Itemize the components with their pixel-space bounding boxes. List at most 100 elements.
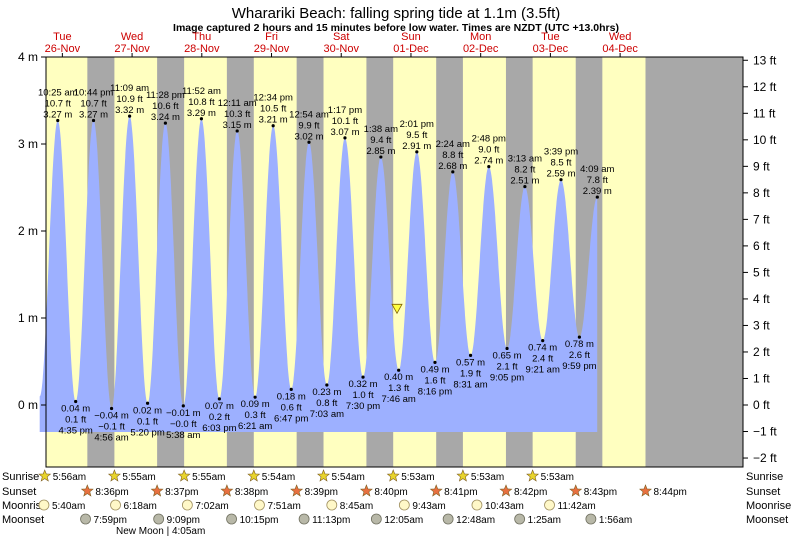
moonrise-time: 10:43am [485,501,524,512]
tide-feet: 10.6 ft [152,101,179,112]
sunset-time: 8:37pm [165,487,198,498]
tide-time: 7:03 am [310,409,344,420]
tide-time: 4:09 am [580,164,614,175]
date-label: 03-Dec [533,43,569,55]
tide-time: 8:31 am [453,379,487,390]
moonset-time: 1:56am [599,515,632,526]
sunset-icon [290,484,304,497]
left-tick-label: 2 m [18,224,38,238]
sunset-time: 8:41pm [444,487,477,498]
sunset-icon [639,484,652,497]
tide-feet: 2.4 ft [532,354,553,365]
moonrise-time: 11:42am [558,501,596,512]
right-tick-label: 5 ft [753,265,770,279]
tide-point [361,375,365,379]
current-level-marker [391,303,403,315]
tide-point [128,114,132,118]
sunrise-label-left: Sunrise [2,471,39,483]
tide-point [307,140,311,144]
tide-meters: 2.59 m [546,169,575,180]
tide-meters: 0.07 m [205,401,234,412]
moonset-label-left: Moonset [2,514,44,526]
moonrise-time: 7:02am [195,501,228,512]
tide-point [379,155,383,159]
tide-time: 7:46 am [381,394,415,405]
tide-meters: 0.32 m [349,379,378,390]
tide-meters: −0.04 m [94,410,129,421]
sunrise-icon [247,469,261,482]
tide-point [343,136,347,140]
tide-point [145,401,150,405]
tide-time: 5:38 am [166,430,200,441]
date-label: 04-Dec [602,43,638,55]
moonrise-icon [254,499,265,511]
tide-point [325,383,329,387]
sunset-time: 8:38pm [235,487,268,498]
tide-feet: 0.8 ft [316,398,337,409]
day-label: Fri [265,31,278,43]
tide-meters: 2.51 m [510,176,539,187]
tide-point [74,399,78,404]
current-level [391,303,403,315]
left-tick-label: 1 m [18,311,38,325]
sunset-label-left: Sunset [2,486,36,498]
tide-feet: 8.2 ft [514,165,535,176]
sunrise-label-right: Sunrise [746,471,783,483]
sunrise-time: 5:53am [471,472,504,483]
day-label: Wed [609,31,631,43]
tide-time: 5:20 pm [130,427,164,438]
tide-meters: −0.01 m [166,408,201,419]
tide-meters: 3.27 m [43,110,72,121]
tide-feet: 0.6 ft [281,402,302,413]
tide-point [109,406,114,411]
moonrise-label-right: Moonrise [746,500,791,512]
moonrise-time: 8:45am [340,501,373,512]
tide-meters: 2.39 m [583,186,612,197]
tide-meters: 3.24 m [151,112,180,123]
tide-feet: 10.7 ft [80,99,107,110]
tide-point [289,387,293,391]
tide-time: 9:59 pm [562,361,596,372]
moonrise-icon [110,499,121,511]
day-labels: Tue26-NovWed27-NovThu28-NovFri29-NovSat3… [45,31,638,57]
tide-feet: 1.0 ft [352,390,373,401]
sunrise-time: 5:53am [401,472,434,483]
day-label: Sat [333,31,350,43]
tide-feet: 9.9 ft [298,120,319,131]
tide-time: 11:52 am [182,86,221,97]
day-label: Mon [470,31,491,43]
moon-phase-note: New Moon | 4:05am [116,526,205,537]
chart-subtitle: Image captured 2 hours and 15 minutes be… [173,22,619,34]
left-tick-label: 0 m [18,398,38,412]
chart-title: Wharariki Beach: falling spring tide at … [232,5,560,22]
tide-meters: 3.27 m [79,110,108,121]
moonrise-icon [38,499,50,511]
tide-feet: 0.1 ft [137,416,158,427]
tide-feet: 8.8 ft [442,150,463,161]
tide-point [91,118,96,123]
day-label: Sun [401,31,421,43]
tide-meters: 0.04 m [61,404,90,415]
sunset-time: 8:44pm [653,487,686,498]
tide-time: 6:47 pm [274,413,308,424]
tide-time: 8:16 pm [418,386,452,397]
sunrise-time: 5:53am [541,472,574,483]
moonrise-time: 7:51am [267,501,300,512]
tide-point [577,335,582,339]
tide-meters: 0.65 m [493,350,522,361]
tide-feet: 7.8 ft [587,175,608,186]
tide-feet: 8.5 ft [550,158,571,169]
tide-feet: −0.1 ft [98,421,125,432]
tide-time: 10:25 am [38,88,78,99]
tide-feet: 2.6 ft [569,350,590,361]
sunrise-icon [317,469,330,482]
sunrise-icon [386,469,400,482]
tide-time: 2:01 pm [400,119,434,130]
sunrise-icon [526,469,540,482]
right-tick-label: 0 ft [753,398,770,412]
sunrise-time: 5:55am [192,472,225,483]
tide-feet: 9.4 ft [370,135,391,146]
tide-time: 12:11 am [218,98,257,109]
tide-time: 1:38 am [364,124,398,135]
tide-point [451,170,455,174]
